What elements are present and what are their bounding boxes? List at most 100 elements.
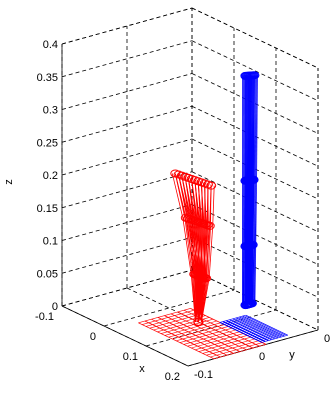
link-line bbox=[201, 183, 203, 225]
foot-mesh-line bbox=[232, 320, 259, 329]
foot-mesh-line bbox=[234, 321, 261, 330]
link-line bbox=[202, 225, 208, 279]
link-line bbox=[251, 244, 254, 304]
foot-mesh-line bbox=[242, 325, 269, 334]
link-line bbox=[212, 185, 215, 226]
foot-mesh-line bbox=[221, 315, 248, 324]
tick-labels: 00.050.10.150.20.250.30.350.4-0.100.10.2… bbox=[35, 39, 331, 383]
link-line bbox=[184, 218, 193, 275]
x-tick-label: -0.1 bbox=[35, 311, 54, 323]
foot-mesh-line bbox=[176, 326, 229, 342]
link-line bbox=[254, 179, 257, 245]
foot-mesh-line bbox=[157, 317, 210, 333]
link-line bbox=[178, 175, 188, 220]
link-line bbox=[248, 179, 251, 245]
foot-mesh-line bbox=[226, 317, 253, 326]
link-line bbox=[208, 225, 214, 279]
x-tick-label: 0 bbox=[90, 331, 96, 343]
link-line bbox=[209, 185, 212, 226]
foot-mesh-line bbox=[153, 315, 206, 331]
grid-line bbox=[103, 289, 235, 327]
link-line bbox=[252, 179, 255, 245]
link-line bbox=[246, 245, 248, 304]
link-line bbox=[252, 245, 254, 304]
link-line bbox=[247, 245, 249, 304]
foot-mesh-line bbox=[228, 318, 255, 327]
grid-line bbox=[61, 236, 193, 274]
foot-mesh-line bbox=[244, 326, 272, 335]
grid-line bbox=[191, 7, 319, 69]
link-line bbox=[195, 278, 204, 323]
grid-line bbox=[191, 73, 319, 134]
link-line bbox=[193, 221, 198, 277]
grid-line bbox=[145, 309, 277, 347]
foot-mesh-line bbox=[255, 331, 282, 340]
foot-mesh-line bbox=[236, 322, 263, 331]
foot-mesh-line bbox=[230, 319, 257, 328]
grid-line bbox=[61, 171, 193, 209]
z-tick-label: 0.4 bbox=[43, 39, 58, 51]
link-line bbox=[200, 224, 203, 278]
foot-mesh-line bbox=[259, 333, 286, 342]
joint-marker bbox=[246, 299, 257, 308]
x-axis-line bbox=[61, 305, 189, 367]
link-line bbox=[253, 244, 256, 304]
link-line bbox=[250, 75, 252, 180]
link-line bbox=[197, 222, 200, 277]
link-line bbox=[255, 179, 257, 245]
y-tick-label: -0.1 bbox=[194, 369, 213, 381]
grid-line bbox=[126, 287, 254, 349]
foot-mesh-line bbox=[138, 308, 191, 324]
link-line bbox=[188, 178, 195, 222]
link-line bbox=[197, 278, 207, 323]
link-line bbox=[191, 180, 197, 223]
link-line bbox=[247, 75, 249, 181]
link-line bbox=[181, 176, 190, 221]
link-line bbox=[254, 244, 257, 304]
foot-mesh-line bbox=[198, 336, 251, 352]
link-line bbox=[204, 225, 209, 278]
link-line bbox=[201, 278, 210, 323]
link-line bbox=[254, 75, 256, 180]
grid-line bbox=[61, 73, 193, 110]
foot-mesh-line bbox=[210, 342, 263, 358]
foot-mesh-line bbox=[164, 320, 217, 336]
link-line bbox=[246, 180, 249, 246]
link-line bbox=[253, 75, 255, 180]
foot-mesh-line bbox=[240, 324, 267, 333]
foot-mesh-line bbox=[187, 331, 240, 347]
foot-mesh-line bbox=[223, 316, 251, 325]
grid-line bbox=[191, 269, 319, 331]
x-axis-label: x bbox=[139, 363, 145, 375]
foot-mesh-line bbox=[183, 329, 236, 345]
joint-marker bbox=[249, 71, 260, 80]
link-line bbox=[251, 75, 253, 180]
link-line bbox=[250, 244, 253, 304]
grid-line bbox=[61, 105, 193, 143]
grid-line bbox=[191, 7, 319, 69]
link-line bbox=[249, 245, 252, 304]
foot-mesh-line bbox=[145, 311, 199, 327]
link-line bbox=[249, 179, 251, 245]
link-line bbox=[253, 245, 255, 304]
link-line bbox=[175, 174, 186, 219]
joint-marker bbox=[247, 240, 258, 249]
foot-mesh-line bbox=[191, 333, 244, 349]
link-line bbox=[205, 225, 211, 279]
link-line bbox=[250, 179, 253, 246]
grid-line bbox=[61, 7, 193, 45]
link-line bbox=[207, 225, 211, 278]
foot-mesh-line bbox=[172, 324, 225, 340]
z-tick-label: 0 bbox=[52, 301, 58, 313]
foot-mesh-line bbox=[261, 334, 288, 343]
foot-mesh-line bbox=[219, 314, 246, 323]
grid-line bbox=[61, 138, 193, 176]
link-line bbox=[188, 219, 195, 276]
z-tick-label: 0.05 bbox=[37, 268, 58, 280]
x-tick-label: 0.1 bbox=[123, 351, 138, 363]
y-tick-label: 0 bbox=[259, 351, 265, 363]
link-line bbox=[191, 220, 196, 276]
grid-line bbox=[61, 204, 193, 241]
grid-line bbox=[191, 138, 319, 200]
